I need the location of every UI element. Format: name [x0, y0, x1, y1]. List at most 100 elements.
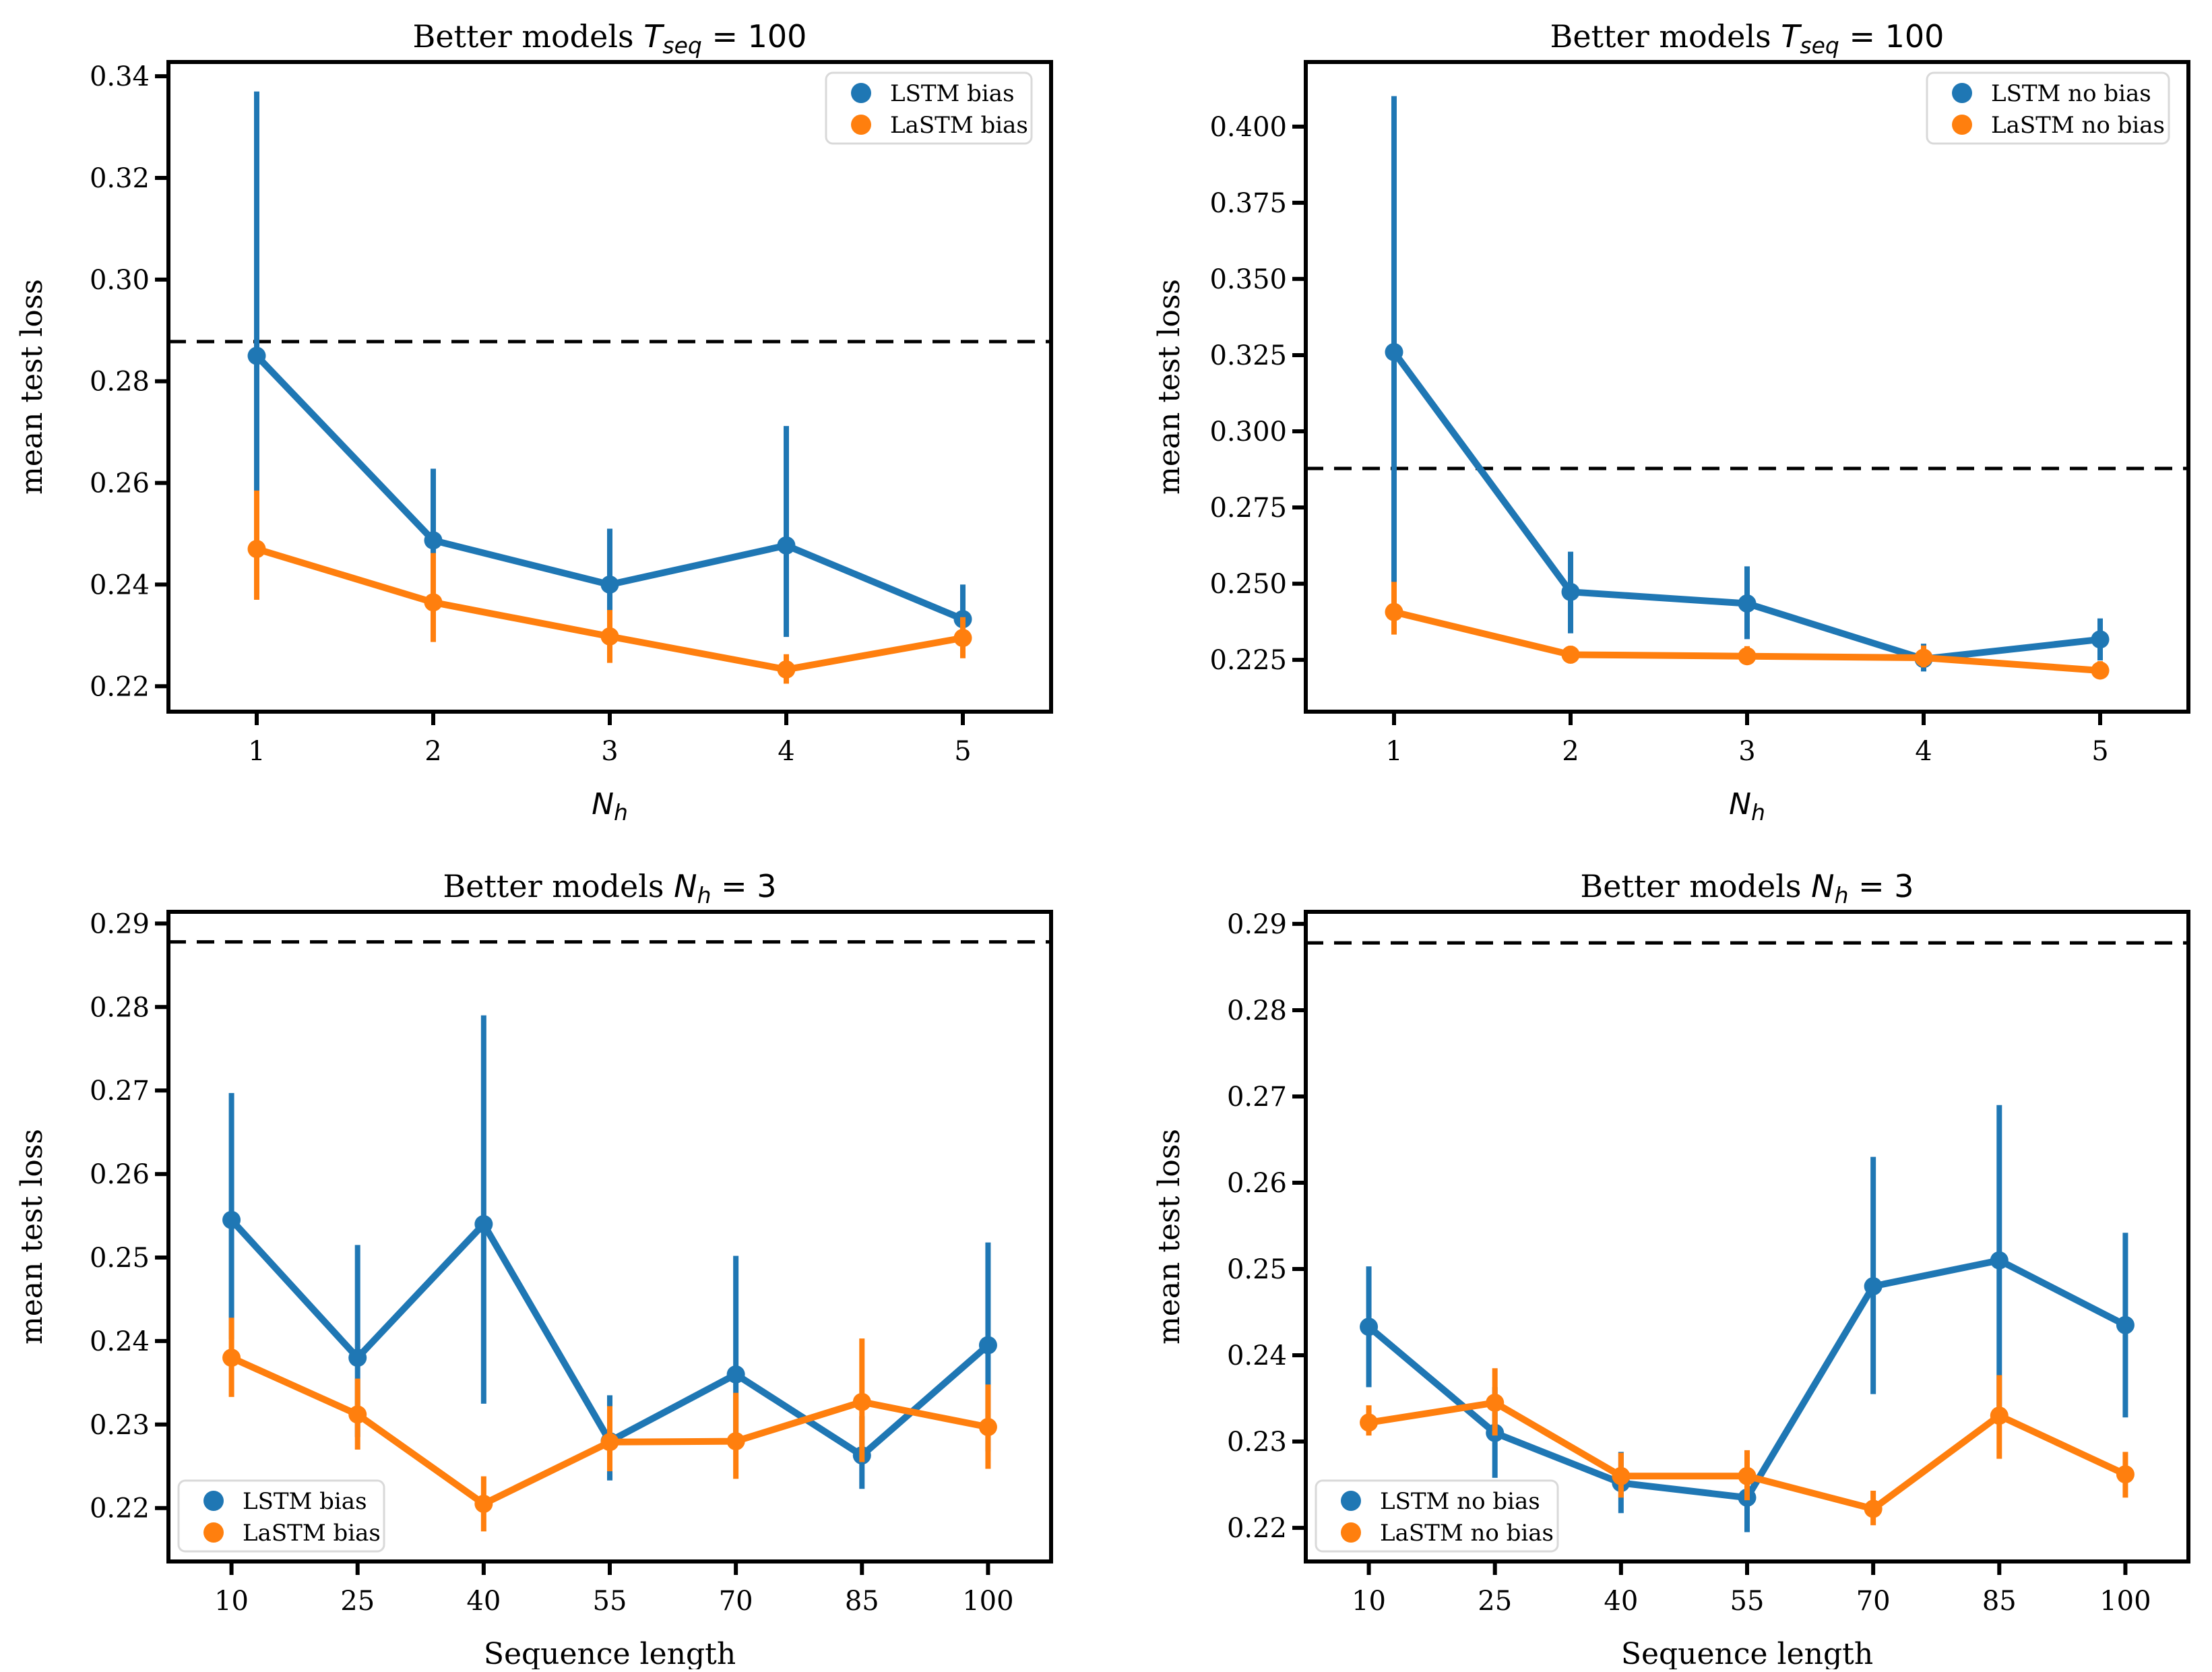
x-axis-tick-label: 5 — [954, 736, 971, 767]
y-axis-tick-label: 0.24 — [1227, 1340, 1287, 1371]
x-axis-label: Sequence length — [1621, 1637, 1873, 1669]
x-axis-tick-label: 4 — [778, 736, 794, 767]
series-lastm-no-bias — [1360, 1368, 2135, 1526]
subplot-bottom-left: Better models Nh = 3 0.22 0.23 0.24 0.25 0.26… — [15, 868, 1053, 1671]
x-axis-tick-label: 40 — [1604, 1586, 1638, 1617]
x-axis-tick-label: 85 — [1982, 1586, 2017, 1617]
data-point-marker — [1738, 1466, 1757, 1485]
series-lastm-bias — [247, 490, 972, 684]
data-point-marker — [1990, 1251, 2009, 1270]
data-point-marker — [424, 531, 443, 550]
data-point-marker — [978, 1336, 997, 1355]
axes-spines — [166, 910, 1053, 1563]
series-lastm-no-bias — [1385, 582, 2110, 680]
legend: LSTM no bias LaSTM no bias — [1315, 1479, 1559, 1553]
subplot-top-right: Better models Tseq = 100 0.225 0.250 0.275 0… — [1152, 18, 2190, 826]
data-point-marker — [247, 346, 266, 365]
data-point-marker — [1561, 582, 1580, 601]
plot-title: Better models Tseq = 100 — [1550, 18, 1945, 59]
x-axis-tick-label: 10 — [1352, 1586, 1386, 1617]
y-axis-tick-label: 0.26 — [90, 1159, 150, 1190]
data-point-marker — [222, 1210, 241, 1229]
data-point-marker — [2116, 1315, 2135, 1334]
data-point-marker — [1360, 1413, 1379, 1432]
x-axis-tick-label: 10 — [214, 1586, 249, 1617]
legend-label: LSTM no bias — [1991, 80, 2151, 107]
legend-label: LaSTM bias — [890, 112, 1028, 139]
legend-marker-orange — [851, 115, 871, 135]
x-axis-tick-label: 2 — [424, 736, 441, 767]
legend-label: LSTM bias — [243, 1488, 367, 1515]
y-axis-tick-label: 0.25 — [90, 1243, 150, 1274]
x-axis-tick-label: 70 — [1856, 1586, 1891, 1617]
x-axis-tick-label: 4 — [1915, 736, 1932, 767]
legend-marker-orange — [1952, 115, 1972, 135]
x-axis-tick-label: 25 — [340, 1586, 375, 1617]
data-point-marker — [1738, 647, 1757, 666]
data-point-marker — [852, 1392, 871, 1411]
y-axis-tick-label: 0.28 — [90, 367, 150, 398]
series-lastm-bias — [222, 1318, 997, 1532]
y-axis-label: mean test loss — [1152, 279, 1187, 495]
data-point-marker — [600, 627, 619, 646]
data-point-marker — [1360, 1318, 1379, 1336]
legend-label: LaSTM no bias — [1380, 1520, 1554, 1547]
y-axis-tick-label: 0.275 — [1209, 493, 1287, 524]
plot-title: Better models Nh = 3 — [1580, 868, 1914, 908]
legend-box — [1315, 1479, 1559, 1553]
x-axis-tick-label: 70 — [719, 1586, 753, 1617]
axes-spines — [1304, 910, 2190, 1563]
subplot-bottom-right: Better models Nh = 3 0.22 0.23 0.24 0.25 0.26… — [1152, 868, 2190, 1671]
axes-spines — [166, 60, 1053, 714]
legend: LSTM bias LaSTM bias — [825, 71, 1033, 145]
x-axis-tick-label: 100 — [2099, 1586, 2151, 1617]
data-point-marker — [777, 536, 796, 555]
x-axis-label: Sequence length — [484, 1637, 736, 1669]
y-axis-tick-label: 0.22 — [90, 1493, 150, 1524]
y-axis-tick-label: 0.26 — [90, 468, 150, 499]
legend-marker-blue — [1952, 83, 1972, 103]
x-axis-tick-label: 40 — [466, 1586, 501, 1617]
y-axis-tick-label: 0.29 — [1227, 909, 1287, 940]
legend-marker-blue — [851, 83, 871, 103]
data-point-marker — [1864, 1277, 1883, 1296]
y-axis-tick-label: 0.34 — [90, 61, 150, 92]
x-axis-tick-label: 2 — [1562, 736, 1579, 767]
data-point-marker — [247, 540, 266, 559]
data-point-marker — [2091, 661, 2110, 680]
data-point-marker — [777, 660, 796, 679]
data-point-marker — [600, 1433, 619, 1452]
y-axis-tick-label: 0.350 — [1209, 264, 1287, 295]
series-lstm-bias — [247, 91, 972, 652]
x-axis-tick-label: 55 — [1730, 1586, 1765, 1617]
x-axis-tick-label: 5 — [2091, 736, 2108, 767]
data-point-marker — [348, 1349, 367, 1367]
data-point-marker — [1864, 1499, 1883, 1518]
series-lstm-no-bias — [1385, 96, 2110, 672]
x-axis-tick-label: 85 — [845, 1586, 879, 1617]
y-axis-tick-label: 0.22 — [1227, 1513, 1287, 1544]
y-axis-tick-label: 0.29 — [90, 908, 150, 939]
y-axis-tick-label: 0.22 — [90, 671, 150, 702]
y-axis-label: mean test loss — [15, 279, 49, 495]
data-point-marker — [2091, 630, 2110, 649]
y-axis-tick-label: 0.26 — [1227, 1168, 1287, 1199]
y-axis-tick-label: 0.28 — [90, 992, 150, 1023]
data-point-marker — [953, 629, 972, 648]
data-point-marker — [1612, 1466, 1631, 1485]
y-axis-tick-label: 0.28 — [1227, 995, 1287, 1026]
y-axis-tick-label: 0.300 — [1209, 416, 1287, 447]
y-axis-tick-label: 0.250 — [1209, 569, 1287, 600]
legend-marker-blue — [203, 1491, 224, 1511]
x-axis-tick-label: 3 — [601, 736, 618, 767]
legend: LSTM bias LaSTM bias — [177, 1479, 385, 1553]
y-axis-tick-label: 0.27 — [1227, 1082, 1287, 1113]
y-axis-label: mean test loss — [1152, 1129, 1187, 1344]
legend: LSTM no bias LaSTM no bias — [1926, 71, 2170, 145]
y-axis-tick-label: 0.325 — [1209, 340, 1287, 371]
subplot-top-left: Better models Tseq = 100 0.22 0.24 0.26 0.28… — [15, 18, 1053, 826]
legend-label: LSTM no bias — [1380, 1488, 1540, 1515]
legend-marker-orange — [203, 1522, 224, 1543]
y-axis-tick-label: 0.25 — [1227, 1254, 1287, 1285]
